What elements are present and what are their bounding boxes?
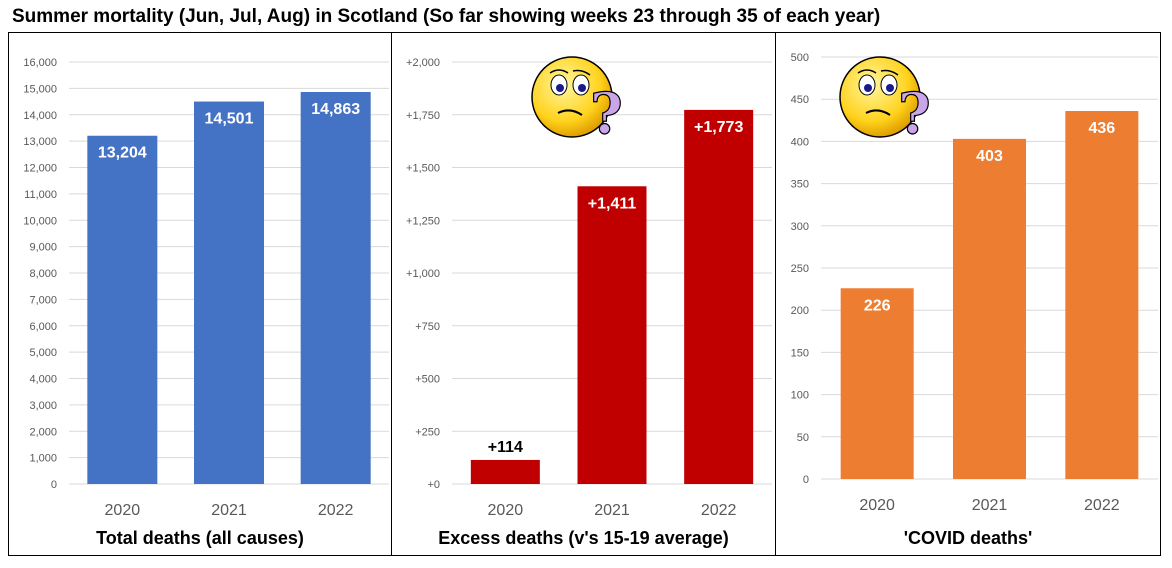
y-tick-label: 350 xyxy=(791,179,809,191)
total-bar-2020 xyxy=(87,135,158,484)
data-label: 14,501 xyxy=(205,111,254,128)
excess-bar-2022 xyxy=(684,109,754,484)
y-tick-label: 450 xyxy=(791,94,809,106)
x-tick-label: 2020 xyxy=(859,497,895,514)
total-deaths-chart: 0 1,000 2,000 3,000 4,000 5,000 6,000 7,000 8,00… xyxy=(23,57,389,519)
y-tick-label: 150 xyxy=(791,347,809,359)
y-tick-label: 300 xyxy=(791,221,809,233)
total-bar-2021 xyxy=(194,101,264,484)
y-tick-label: 11,000 xyxy=(24,189,57,201)
y-tick-label: 1,000 xyxy=(29,453,57,465)
y-tick-label: 250 xyxy=(791,263,809,275)
x-tick-label: 2020 xyxy=(105,502,141,519)
y-tick-label: 12,000 xyxy=(23,163,57,175)
x-tick-label: 2020 xyxy=(488,502,524,519)
y-tick-label: 50 xyxy=(797,432,809,444)
x-tick-label: 2022 xyxy=(701,502,737,519)
total-deaths-panel: 0 1,000 2,000 3,000 4,000 5,000 6,000 7,000 8,00… xyxy=(8,32,392,556)
y-tick-label: 3,000 xyxy=(29,400,57,412)
data-label: +1,773 xyxy=(694,119,743,136)
chart-title-total-deaths: Total deaths (all causes) xyxy=(96,528,304,548)
confused-face-icon: ? xyxy=(531,56,623,148)
svg-text:?: ? xyxy=(898,81,931,147)
y-tick-label: 2,000 xyxy=(29,426,57,438)
data-label: +114 xyxy=(488,439,523,456)
y-tick-label: 10,000 xyxy=(23,215,57,227)
covid-deaths-panel: 0 50 100 150 200 250 300 350 400 450 500 226 2020 403… xyxy=(775,32,1161,556)
y-tick-label: 15,000 xyxy=(23,83,57,95)
y-tick-label: +750 xyxy=(415,321,440,333)
data-label: +1,411 xyxy=(588,195,637,212)
y-tick-label: +500 xyxy=(415,374,440,386)
page-title: Summer mortality (Jun, Jul, Aug) in Scot… xyxy=(12,6,881,27)
y-tick-label: +1,500 xyxy=(406,163,440,175)
y-tick-label: +1,000 xyxy=(406,268,440,280)
y-tick-label: +0 xyxy=(427,479,440,491)
y-tick-label: 16,000 xyxy=(23,57,57,69)
data-label: 13,204 xyxy=(98,145,147,162)
y-tick-label: 5,000 xyxy=(29,347,57,359)
svg-text:?: ? xyxy=(590,81,623,147)
chart-title-covid-deaths: 'COVID deaths' xyxy=(903,528,1033,548)
x-tick-label: 2021 xyxy=(211,502,247,519)
data-label: 14,863 xyxy=(311,101,360,118)
y-tick-label: 200 xyxy=(791,305,809,317)
excess-bar-2020 xyxy=(470,459,540,484)
total-bar-2022 xyxy=(300,91,371,484)
y-tick-label: +1,250 xyxy=(406,215,440,227)
y-tick-label: +1,750 xyxy=(406,110,440,122)
chart-title-excess-deaths: Excess deaths (v's 15-19 average) xyxy=(438,528,729,548)
covid-bar-2022 xyxy=(1065,111,1139,480)
data-label: 436 xyxy=(1088,120,1115,137)
excess-bar-2021 xyxy=(577,186,647,485)
y-tick-label: 14,000 xyxy=(23,110,57,122)
x-tick-label: 2022 xyxy=(318,502,354,519)
y-tick-label: 0 xyxy=(803,474,809,486)
covid-deaths-chart: 0 50 100 150 200 250 300 350 400 450 500 226 2020 403… xyxy=(791,52,1158,514)
y-tick-label: +2,000 xyxy=(406,57,440,69)
excess-deaths-chart: +0 +250 +500 +750 +1,000 +1,250 +1,500 +1,750 +2… xyxy=(406,56,772,519)
y-tick-label: 500 xyxy=(791,52,809,64)
data-label: 403 xyxy=(976,148,1003,165)
y-tick-label: 100 xyxy=(791,390,809,402)
y-tick-label: 13,000 xyxy=(23,136,57,148)
y-tick-label: 7,000 xyxy=(29,294,57,306)
y-tick-label: 0 xyxy=(51,479,57,491)
data-label: 226 xyxy=(864,297,891,314)
y-tick-label: 4,000 xyxy=(29,374,57,386)
y-tick-label: +250 xyxy=(415,426,440,438)
y-tick-label: 6,000 xyxy=(29,321,57,333)
covid-bar-2020 xyxy=(840,288,914,479)
x-tick-label: 2021 xyxy=(594,502,630,519)
y-tick-label: 8,000 xyxy=(29,268,57,280)
y-tick-label: 400 xyxy=(791,136,809,148)
x-tick-label: 2022 xyxy=(1084,497,1120,514)
x-tick-label: 2021 xyxy=(972,497,1008,514)
y-tick-label: 9,000 xyxy=(29,242,57,254)
covid-bar-2021 xyxy=(953,138,1026,480)
excess-deaths-panel: +0 +250 +500 +750 +1,000 +1,250 +1,500 +1,750 +2… xyxy=(391,32,776,556)
confused-face-icon: ? xyxy=(839,56,931,148)
